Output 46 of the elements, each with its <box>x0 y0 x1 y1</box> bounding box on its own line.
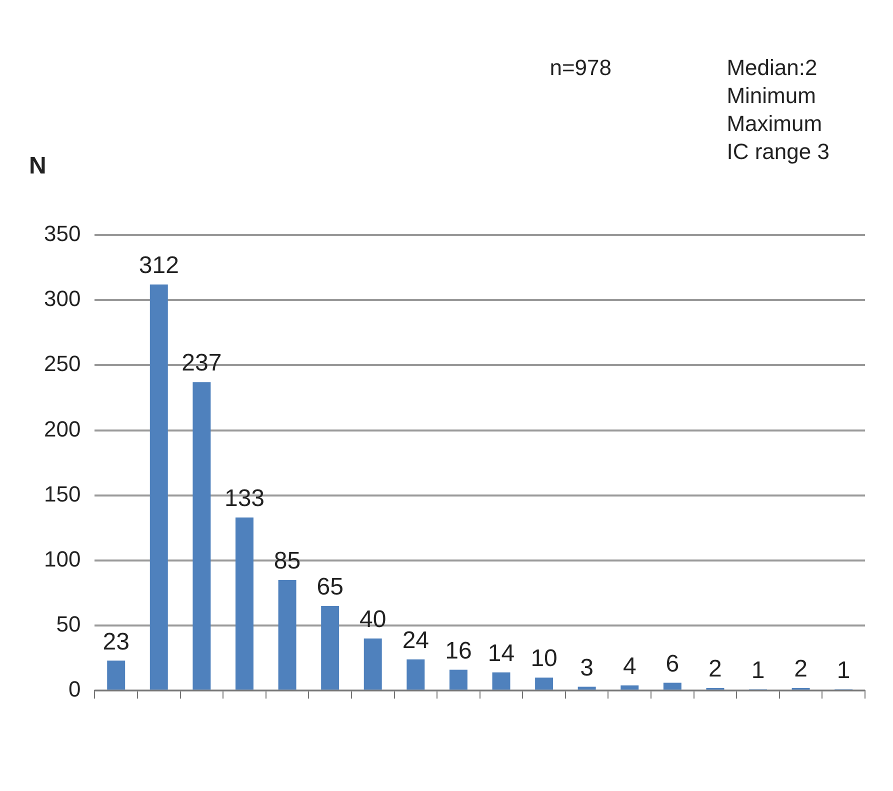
data-label: 237 <box>182 350 222 377</box>
text: n=978 <box>550 55 612 80</box>
data-label: 85 <box>274 548 301 575</box>
text: Minimum <box>726 83 816 108</box>
y-tick-label: 200 <box>44 416 81 442</box>
data-label: 2 <box>794 656 808 683</box>
bar <box>236 517 254 690</box>
bar <box>620 685 639 690</box>
y-tick-label: 50 <box>56 612 81 637</box>
text: Median:2 <box>726 55 818 80</box>
bar <box>278 580 296 690</box>
data-label: 4 <box>622 653 636 680</box>
y-tick-label: 100 <box>44 546 81 572</box>
bar <box>150 284 168 690</box>
data-label: 14 <box>488 640 515 667</box>
data-label: 2 <box>708 656 722 683</box>
y-axis-title: N <box>29 152 46 180</box>
text: IC range 3 <box>726 139 830 164</box>
data-label: 24 <box>402 626 430 654</box>
bar <box>107 660 126 690</box>
data-label: 1 <box>836 656 850 684</box>
y-tick-label: 300 <box>44 286 81 312</box>
bar <box>578 686 596 690</box>
bar <box>663 682 682 690</box>
data-label: 16 <box>445 637 472 664</box>
y-tick-label: 150 <box>44 481 81 506</box>
y-tick-label: 0 <box>68 676 81 702</box>
data-label: 3 <box>580 654 594 682</box>
bar <box>492 672 510 690</box>
data-label: 6 <box>666 650 680 678</box>
y-tick-label: 350 <box>44 221 81 246</box>
bar <box>321 606 340 690</box>
y-tick-label: 250 <box>44 351 81 376</box>
bar <box>449 670 468 690</box>
bar <box>535 678 554 690</box>
bar <box>192 382 211 690</box>
bar <box>406 659 425 690</box>
data-label: 133 <box>224 485 265 512</box>
data-label: 40 <box>360 606 386 634</box>
data-label: 23 <box>102 628 130 656</box>
data-label: 10 <box>530 645 558 672</box>
data-label: 312 <box>138 252 179 280</box>
data-label: 65 <box>316 574 344 601</box>
text: Maximum <box>726 111 822 136</box>
bar <box>364 638 382 690</box>
data-label: 1 <box>751 656 765 684</box>
